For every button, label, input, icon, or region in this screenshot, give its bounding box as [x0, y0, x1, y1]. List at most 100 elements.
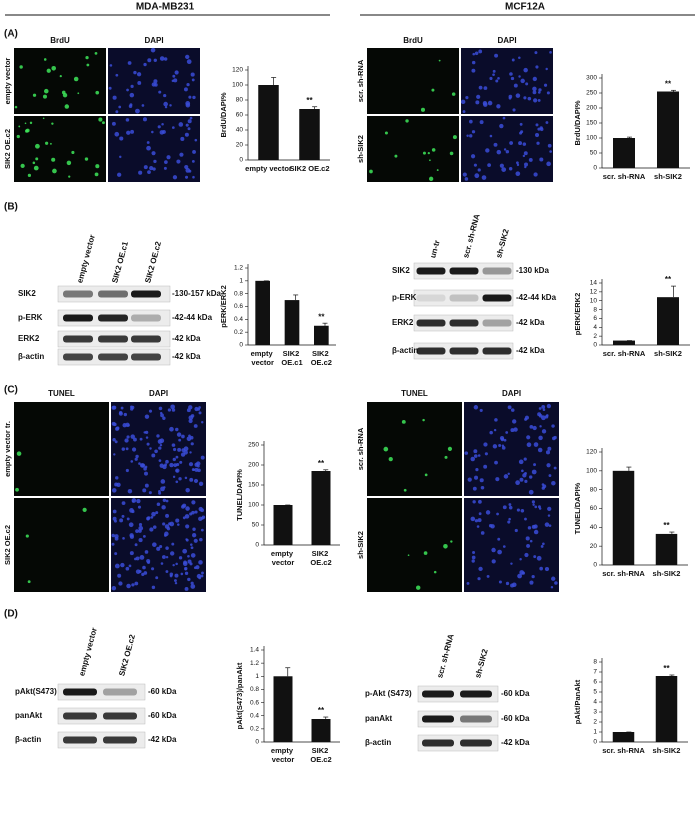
nucleus: [198, 560, 203, 565]
nucleus: [487, 100, 493, 106]
nucleus: [478, 49, 483, 54]
y-tick-label: 250: [586, 90, 597, 97]
nucleus: [489, 430, 493, 435]
blot-band: [63, 712, 97, 720]
nucleus: [480, 486, 485, 490]
nucleus: [125, 447, 129, 451]
nucleus: [512, 419, 517, 424]
nucleus: [129, 551, 134, 556]
nucleus: [187, 577, 191, 582]
nucleus: [484, 452, 488, 456]
bar: [311, 471, 331, 545]
nucleus: [471, 60, 476, 65]
x-tick-label: scr. sh-RNA: [602, 746, 645, 755]
nucleus: [134, 581, 139, 586]
nucleus: [141, 572, 145, 577]
nucleus: [162, 464, 167, 470]
nucleus: [509, 72, 513, 76]
x-tick-label: scr. sh-RNA: [603, 172, 646, 181]
nucleus: [136, 72, 142, 77]
nucleus: [522, 154, 526, 158]
blot-band: [449, 294, 479, 302]
nucleus: [525, 82, 529, 86]
nucleus: [155, 576, 159, 580]
y-axis-label: pERK/ERK2: [219, 285, 228, 328]
size-label: -42 kDa: [172, 352, 201, 361]
nucleus: [192, 468, 196, 471]
nucleus: [119, 155, 122, 159]
nucleus: [129, 103, 133, 107]
nucleus: [535, 123, 539, 127]
nucleus: [152, 525, 157, 529]
blot-band: [63, 736, 97, 744]
stained-cell: [431, 148, 436, 152]
y-tick-label: 6: [593, 315, 597, 322]
nucleus: [483, 102, 488, 107]
nucleus: [189, 435, 194, 440]
nucleus: [144, 483, 149, 488]
y-tick-label: 1.4: [250, 647, 259, 654]
nucleus: [127, 488, 133, 494]
nucleus: [493, 142, 498, 147]
protein-label: ERK2: [392, 318, 414, 327]
nucleus: [154, 83, 158, 87]
nucleus: [538, 507, 542, 510]
nucleus: [462, 110, 466, 114]
nucleus: [478, 85, 483, 90]
stained-cell: [86, 63, 90, 67]
nucleus: [201, 515, 206, 519]
y-tick-label: 200: [586, 105, 597, 112]
nucleus: [545, 450, 551, 455]
nucleus: [165, 499, 169, 503]
significance: **: [306, 96, 313, 105]
blot-band: [131, 314, 161, 322]
y-tick-label: 80: [236, 97, 244, 104]
column-label: BrdU: [50, 36, 70, 45]
nucleus: [477, 577, 481, 581]
nucleus: [509, 141, 514, 145]
nucleus: [138, 525, 144, 531]
nucleus: [198, 411, 202, 415]
stained-cell: [433, 570, 437, 574]
size-label: -42 kDa: [148, 735, 177, 744]
nucleus: [142, 488, 147, 493]
y-tick-label: 0.4: [234, 316, 243, 323]
protein-label: ERK2: [18, 334, 40, 343]
stained-cell: [20, 163, 25, 169]
nucleus: [156, 546, 161, 551]
nucleus: [120, 562, 125, 568]
nucleus: [486, 574, 490, 578]
nucleus: [464, 451, 469, 455]
nucleus: [173, 447, 177, 452]
nucleus: [510, 408, 515, 412]
nucleus: [520, 509, 525, 513]
nucleus: [201, 571, 204, 575]
nucleus: [172, 457, 176, 462]
micrograph: [367, 116, 459, 182]
nucleus: [198, 406, 201, 409]
nucleus: [528, 475, 533, 479]
nucleus: [126, 88, 129, 92]
nucleus: [502, 545, 506, 548]
nucleus: [478, 512, 482, 516]
x-tick-label: empty vector: [271, 746, 295, 764]
nucleus: [519, 131, 523, 135]
stained-cell: [369, 169, 373, 174]
blot-band: [416, 267, 446, 275]
nucleus: [172, 175, 178, 180]
nucleus: [552, 436, 556, 441]
x-tick-label: SIK2 OE.c2: [310, 746, 331, 764]
nucleus: [473, 454, 478, 458]
nucleus: [511, 58, 515, 62]
protein-label: β-actin: [15, 735, 41, 744]
nucleus: [543, 83, 548, 87]
nucleus: [518, 75, 521, 78]
nucleus: [526, 435, 531, 440]
size-label: -42 kDa: [172, 334, 201, 343]
nucleus: [170, 404, 175, 410]
nucleus: [158, 446, 162, 450]
stained-cell: [401, 419, 406, 424]
stained-cell: [42, 117, 45, 120]
size-label: -60 kDa: [501, 689, 530, 698]
